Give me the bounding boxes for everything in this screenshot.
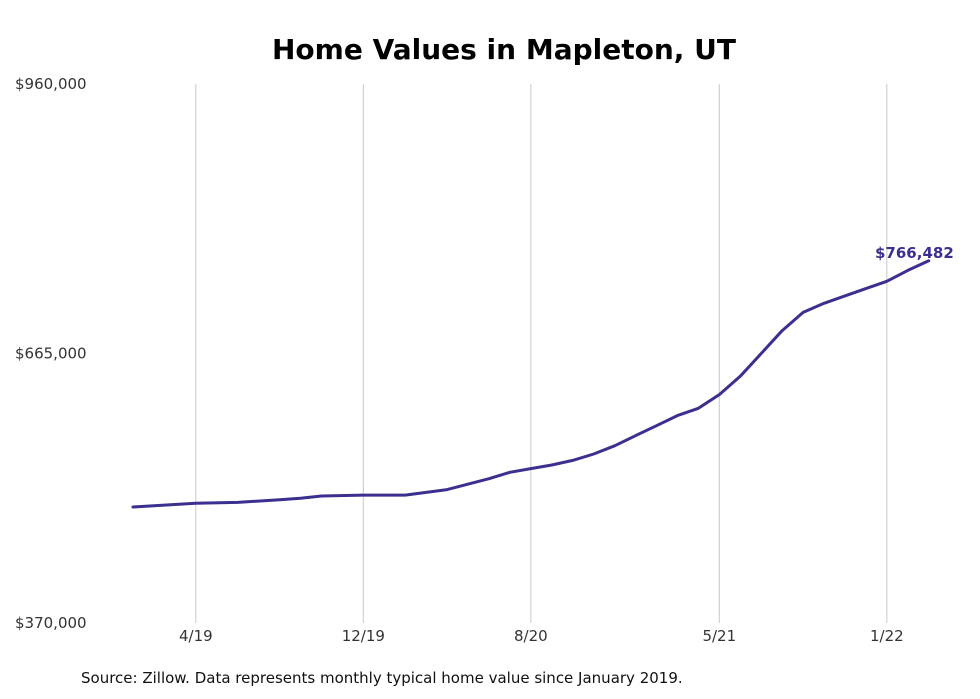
chart-title: Home Values in Mapleton, UT	[272, 33, 736, 66]
x-tick-label: 12/19	[342, 627, 385, 645]
latest-value-label: $766,482	[875, 244, 954, 262]
gridlines	[195, 84, 888, 623]
y-tick-label: $960,000	[15, 75, 87, 93]
x-axis-tick-labels: 4/19 12/19 8/20 5/21 1/22	[179, 627, 904, 645]
y-axis-tick-labels: $370,000 $665,000 $960,000	[15, 75, 87, 632]
y-tick-label: $370,000	[15, 614, 87, 632]
home-value-line	[131, 259, 931, 509]
x-tick-label: 5/21	[702, 627, 736, 645]
source-note: Source: Zillow. Data represents monthly …	[81, 669, 683, 687]
x-tick-label: 8/20	[514, 627, 548, 645]
y-tick-label: $665,000	[15, 345, 87, 363]
x-tick-label: 4/19	[179, 627, 213, 645]
x-tick-label: 1/22	[870, 627, 904, 645]
